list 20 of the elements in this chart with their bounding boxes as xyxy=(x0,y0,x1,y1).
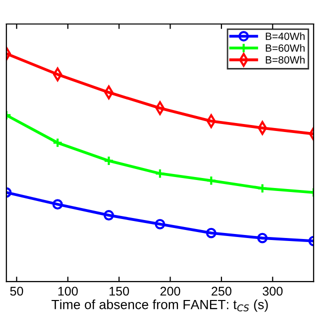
point xyxy=(257,183,268,194)
x-tick-label: 250 xyxy=(212,286,232,296)
legend-label: B=80Wh xyxy=(266,56,305,64)
x-tick-label: 100 xyxy=(58,286,78,296)
point xyxy=(154,168,166,179)
point xyxy=(104,156,114,166)
legend-label: B=60Wh xyxy=(266,44,305,52)
point xyxy=(206,175,216,186)
point xyxy=(52,199,63,210)
x-tick-label: 200 xyxy=(160,286,180,296)
point xyxy=(154,218,166,230)
point xyxy=(52,138,63,148)
x-tick-label: 300 xyxy=(262,286,283,296)
x-axis-title: Time of absence from FANET: t$_{CS}$ (s) xyxy=(52,300,268,312)
point xyxy=(257,232,268,244)
legend-label: B=40Wh xyxy=(266,32,305,40)
point xyxy=(104,210,114,220)
x-tick-label: 150 xyxy=(110,286,129,296)
x-tick-label: 50 xyxy=(10,286,24,296)
point xyxy=(206,228,216,238)
